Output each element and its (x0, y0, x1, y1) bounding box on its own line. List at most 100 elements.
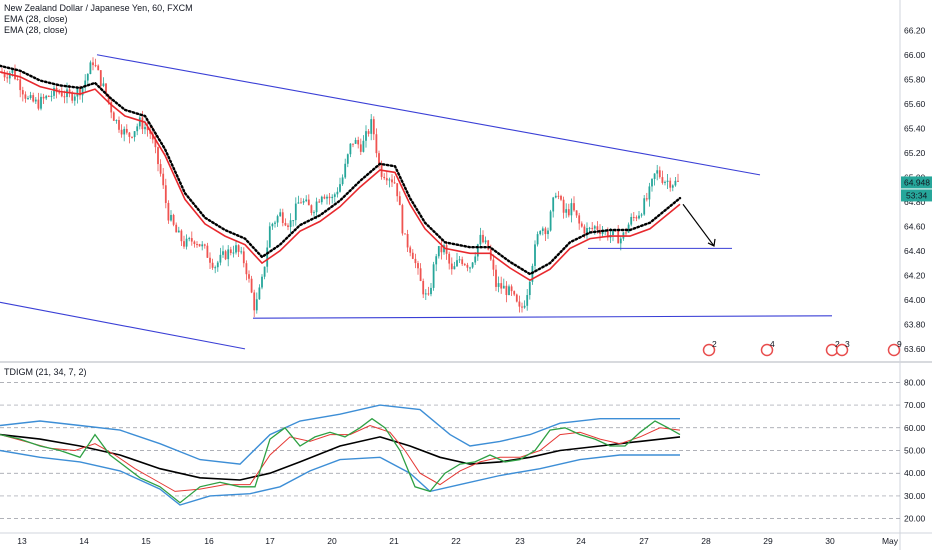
candle-body (367, 131, 370, 134)
candle-body (323, 196, 326, 199)
price-tick-label-7: 64.80 (904, 197, 926, 207)
candle-body (357, 139, 360, 145)
candle-body (331, 196, 334, 199)
candle-body (219, 254, 222, 263)
candle-body (664, 181, 666, 183)
candle-body (185, 238, 188, 247)
candle-body (539, 231, 542, 235)
candle-body (432, 264, 435, 288)
candle-body (63, 96, 66, 98)
candle-body (674, 180, 677, 186)
time-tick-label-12: 29 (763, 536, 773, 546)
candle-body (216, 262, 219, 268)
price-tick-label-1: 66.00 (904, 50, 926, 60)
candle-body (396, 183, 399, 197)
indicator-ema-2[interactable]: EMA (28, close) (4, 25, 68, 35)
candle-body (393, 182, 396, 184)
candle-body (612, 230, 614, 236)
candle-body (320, 196, 323, 203)
candle-body (638, 215, 640, 219)
candle-body (458, 259, 461, 261)
candle-body (632, 216, 635, 218)
candle-body (414, 258, 417, 264)
candle-body (211, 262, 214, 268)
candle-body (601, 232, 604, 234)
time-tick-label-14: May (882, 536, 899, 546)
candle-body (112, 112, 115, 121)
osc-tick-label-3: 50.00 (904, 446, 926, 456)
event-badge-3[interactable]: 3 (835, 339, 851, 357)
time-tick-label-6: 21 (389, 536, 399, 546)
candle-body (383, 176, 386, 179)
candle-body (593, 226, 596, 229)
candle-body (224, 251, 227, 260)
candle-body (50, 95, 53, 97)
candle-body (333, 194, 336, 197)
candle-body (198, 244, 201, 247)
candle-body (120, 129, 123, 135)
candle-body (560, 195, 562, 200)
candle-body (177, 230, 180, 233)
candle-body (201, 244, 204, 247)
candle-body (157, 147, 159, 165)
candle-body (471, 262, 474, 268)
event-badge-label: 2 (835, 339, 840, 349)
candle-body (669, 180, 672, 188)
candle-body (487, 240, 490, 250)
event-badge-label: 4 (770, 339, 775, 349)
candle-body (258, 287, 261, 300)
candle-body (115, 120, 118, 122)
time-tick-label-4: 17 (265, 536, 275, 546)
candle-body (523, 305, 526, 308)
time-tick-label-11: 28 (701, 536, 711, 546)
time-tick-label-8: 23 (515, 536, 525, 546)
candle-body (58, 92, 61, 94)
candle-body (354, 139, 357, 144)
oscillator-title[interactable]: TDIGM (21, 34, 7, 2) (4, 367, 87, 377)
osc-red-line (0, 424, 681, 492)
price-tick-label-3: 65.60 (904, 99, 926, 109)
candle-body (362, 140, 365, 152)
candle-body (81, 87, 84, 96)
event-badge-4[interactable]: 9 (887, 339, 903, 357)
candle-body (92, 62, 94, 66)
candle-body (237, 245, 240, 252)
candle-body (8, 72, 11, 79)
candle-body (404, 233, 406, 235)
candle-body (427, 293, 430, 295)
event-badge-0[interactable]: 2 (702, 339, 718, 357)
candle-body (118, 120, 120, 130)
candle-body (479, 234, 482, 245)
osc-tick-label-5: 30.00 (904, 491, 926, 501)
candle-body (47, 95, 50, 97)
event-badge-2[interactable]: 2 (825, 339, 841, 357)
candle-body (370, 119, 373, 134)
event-badge-1[interactable]: 4 (760, 339, 776, 357)
candle-body (167, 202, 170, 221)
candle-body (125, 128, 128, 133)
event-badge-circle (702, 343, 716, 357)
candle-body (515, 294, 518, 302)
price-tick-label-9: 64.40 (904, 246, 926, 256)
candle-body (128, 132, 131, 137)
candle-body (240, 251, 243, 253)
candle-body (261, 276, 263, 288)
time-tick-label-7: 22 (451, 536, 461, 546)
candle-body (193, 241, 196, 245)
trendline-2 (252, 315, 833, 319)
candle-body (302, 201, 305, 203)
symbol-title: New Zealand Dollar / Japanese Yen, 60, F… (4, 3, 193, 13)
axes: 66.2066.0065.8065.6065.4065.2065.0064.80… (17, 25, 932, 546)
candle-body (666, 180, 669, 182)
time-tick-label-10: 27 (639, 536, 649, 546)
indicator-ema-1[interactable]: EMA (28, close) (4, 14, 68, 24)
candle-body (305, 199, 308, 202)
candle-body (284, 222, 287, 226)
candle-body (196, 244, 198, 246)
ema-red-line (0, 71, 681, 282)
candle-body (60, 92, 63, 97)
candle-body (123, 128, 126, 135)
